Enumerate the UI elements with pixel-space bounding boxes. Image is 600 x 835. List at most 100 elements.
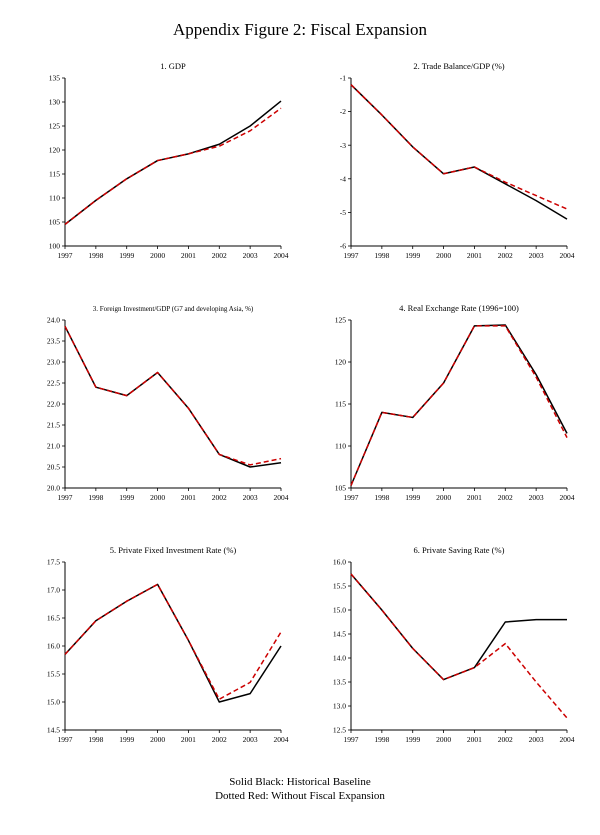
series-solid-black: [350, 84, 568, 220]
x-tick-label: 2003: [243, 493, 258, 502]
series-solid-black: [64, 100, 282, 225]
y-tick-label: 110: [335, 442, 346, 451]
y-tick-label: -3: [340, 141, 346, 150]
legend-dotted-red-label: Dotted Red: Without Fiscal Expansion: [215, 789, 385, 802]
series-solid-black: [350, 324, 568, 486]
chart-3-foreign-investment: 3. Foreign Investment/GDP (G7 and develo…: [21, 300, 293, 512]
x-tick-label: 1998: [374, 735, 389, 744]
series-dashed-red: [350, 84, 568, 210]
x-tick-label: 2001: [181, 493, 196, 502]
y-tick-label: 115: [335, 400, 346, 409]
y-tick-label: 16.0: [333, 558, 346, 567]
x-tick-label: 2000: [436, 735, 451, 744]
y-tick-label: 22.5: [47, 379, 60, 388]
y-tick-label: 20.0: [47, 484, 60, 493]
x-tick-label: 2004: [274, 493, 289, 502]
x-tick-label: 2003: [243, 735, 258, 744]
series-dashed-red: [350, 325, 568, 486]
x-tick-label: 2004: [560, 735, 575, 744]
chart-1-gdp: 1. GDP 100 105 110 115 120 125 130 135 1997 1998 19…: [21, 58, 293, 270]
y-tick-label: 105: [335, 484, 347, 493]
chart-canvas: 1. GDP 100 105 110 115 120 125 130 135 1997 1998 19…: [49, 61, 289, 260]
x-tick-label: 2000: [436, 251, 451, 260]
x-tick-label: 2004: [274, 735, 289, 744]
chart-6-private-saving: 6. Private Saving Rate (%) 12.5 13.0 13.5 14…: [307, 542, 579, 754]
figure-legend: Solid Black: Historical Baseline Dotted …: [0, 776, 600, 804]
x-tick-label: 2002: [212, 735, 227, 744]
x-tick-label: 2002: [498, 251, 513, 260]
y-tick-label: -4: [340, 174, 346, 183]
x-tick-label: 1998: [88, 493, 103, 502]
x-tick-label: 2000: [150, 251, 165, 260]
y-tick-label: 15.0: [47, 698, 60, 707]
chart-canvas: 6. Private Saving Rate (%) 12.5 13.0 13.5 14…: [333, 545, 575, 744]
x-tick-label: 1998: [374, 493, 389, 502]
y-tick-label: 17.5: [47, 558, 60, 567]
x-tick-label: 2000: [150, 735, 165, 744]
x-tick-label: 1997: [58, 493, 73, 502]
series-dashed-red: [64, 583, 282, 700]
y-tick-label: 130: [49, 98, 61, 107]
y-tick-label: 14.5: [333, 630, 346, 639]
x-tick-label: 1997: [58, 251, 73, 260]
x-tick-label: 1997: [344, 735, 359, 744]
y-tick-label: 125: [335, 316, 347, 325]
x-tick-label: 1999: [405, 251, 420, 260]
charts-grid: 1. GDP 100 105 110 115 120 125 130 135 1997 1998 19…: [0, 58, 600, 754]
x-tick-label: 2002: [498, 735, 513, 744]
y-tick-label: 14.0: [333, 654, 346, 663]
x-tick-label: 2004: [560, 493, 575, 502]
chart-2-trade-balance: 2. Trade Balance/GDP (%) -1 -2 -3 -4 -5 -6 1997…: [307, 58, 579, 270]
chart-4-real-exchange-rate: 4. Real Exchange Rate (1996=100) 105 110 11…: [307, 300, 579, 512]
x-tick-label: 2004: [274, 251, 289, 260]
y-tick-label: 17.0: [47, 586, 60, 595]
x-tick-label: 1997: [58, 735, 73, 744]
y-tick-label: 120: [335, 358, 347, 367]
y-tick-label: 20.5: [47, 463, 60, 472]
series-dashed-red: [64, 325, 282, 466]
y-tick-label: 21.0: [47, 442, 60, 451]
y-tick-label: 100: [49, 242, 61, 251]
x-tick-label: 1998: [88, 735, 103, 744]
series-solid-black: [350, 573, 567, 681]
series-dashed-red: [64, 107, 282, 225]
y-tick-label: -5: [340, 208, 346, 217]
x-tick-label: 2000: [150, 493, 165, 502]
x-tick-label: 2003: [529, 735, 544, 744]
x-tick-label: 1998: [88, 251, 103, 260]
x-tick-label: 2002: [498, 493, 513, 502]
y-tick-label: 16.0: [47, 642, 60, 651]
series-solid-black: [64, 325, 282, 468]
chart-title: 4. Real Exchange Rate (1996=100): [399, 303, 519, 313]
x-tick-label: 2001: [181, 735, 196, 744]
chart-canvas: 4. Real Exchange Rate (1996=100) 105 110 11…: [335, 303, 575, 502]
y-tick-label: 21.5: [47, 421, 60, 430]
y-tick-label: -6: [340, 242, 346, 251]
y-tick-label: -1: [340, 74, 346, 83]
x-tick-label: 1999: [405, 493, 420, 502]
x-tick-label: 2004: [560, 251, 575, 260]
x-tick-label: 1998: [374, 251, 389, 260]
y-tick-label: -2: [340, 107, 346, 116]
chart-canvas: 5. Private Fixed Investment Rate (%) 14.5…: [47, 545, 289, 744]
y-tick-label: 23.0: [47, 358, 60, 367]
x-tick-label: 2001: [181, 251, 196, 260]
chart-canvas: 2. Trade Balance/GDP (%) -1 -2 -3 -4 -5 -61997…: [340, 61, 575, 260]
x-tick-label: 2003: [529, 251, 544, 260]
y-tick-label: 13.0: [333, 702, 346, 711]
y-tick-label: 23.5: [47, 337, 60, 346]
y-tick-label: 13.5: [333, 678, 346, 687]
y-tick-label: 22.0: [47, 400, 60, 409]
y-tick-label: 135: [49, 74, 61, 83]
x-tick-label: 2003: [243, 251, 258, 260]
x-tick-label: 2002: [212, 493, 227, 502]
x-tick-label: 2001: [467, 493, 482, 502]
chart-title: 2. Trade Balance/GDP (%): [413, 61, 504, 71]
x-tick-label: 1999: [405, 735, 420, 744]
series-solid-black: [64, 583, 282, 703]
chart-title: 6. Private Saving Rate (%): [414, 545, 505, 555]
y-tick-label: 15.5: [333, 582, 346, 591]
x-tick-label: 1997: [344, 251, 359, 260]
y-tick-label: 24.0: [47, 316, 60, 325]
